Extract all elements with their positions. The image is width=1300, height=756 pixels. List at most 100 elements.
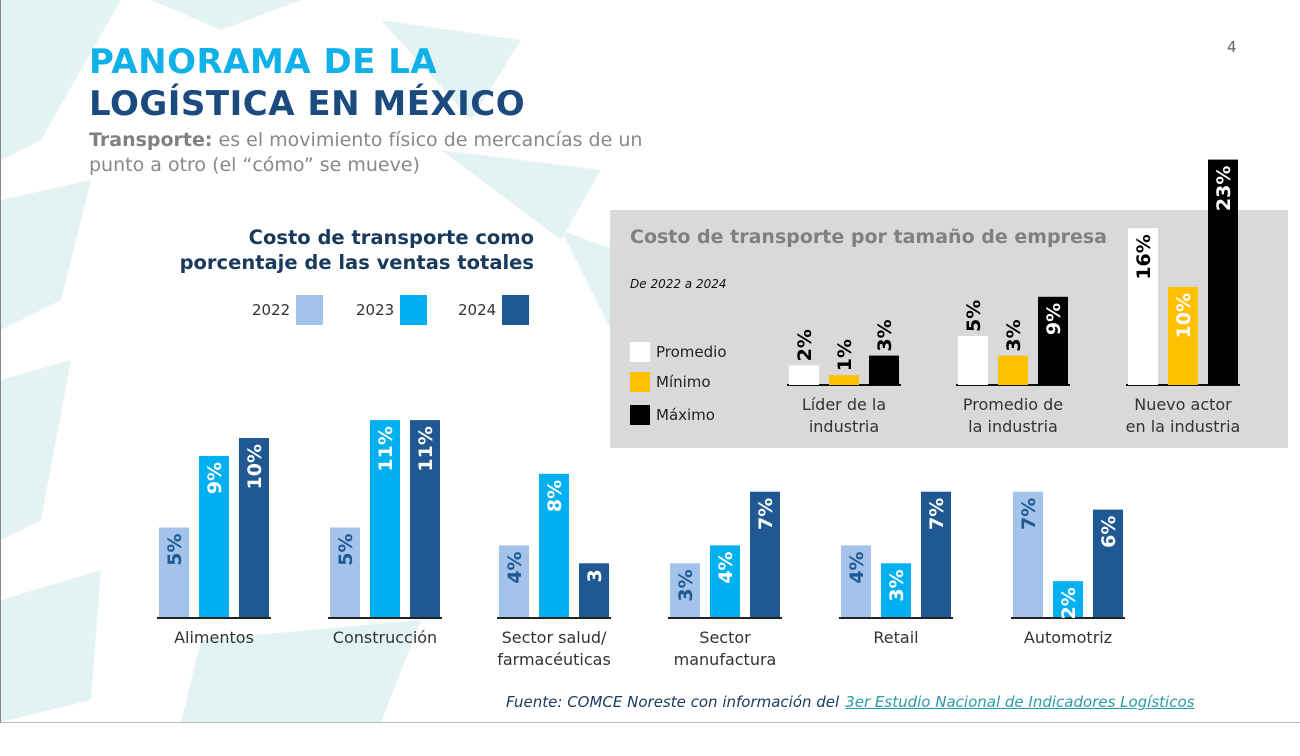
chart2-bar-mínimo [1168,287,1198,385]
chart1-data-label: 7% [755,498,777,530]
legend-swatch-minimo [630,372,650,392]
chart1-data-label: 4% [846,551,868,583]
chart2-bar-promedio [958,336,988,385]
chart2-data-label: 9% [1043,303,1065,335]
background-globe-decoration [1,0,641,722]
chart1-bar-2024 [579,563,609,617]
chart1-data-label: 6% [1098,516,1120,548]
chart1-bar-2022 [159,527,189,617]
chart2-category-label: Líder de la [802,395,886,414]
chart2-bar-máximo [869,355,899,385]
chart2-category-label: industria [809,417,879,436]
chart1-bar-2024 [239,438,269,617]
legend-label: 2023 [356,301,395,319]
page-title-line1: PANORAMA DE LA [89,42,438,82]
chart1-data-label: 5% [164,534,186,566]
legend-swatch-2023 [400,295,428,325]
chart1-legend-2023: 2023 [356,295,428,325]
chart1-title: Costo de transporte como porcentaje de l… [179,226,534,274]
chart1-category-label: Construcción [333,628,437,647]
chart1-bar-2023 [199,455,229,617]
chart2-subtitle: De 2022 a 2024 [630,277,727,291]
legend-label: 2022 [252,301,291,319]
chart1-data-label: 11% [415,426,437,471]
chart1-data-label: 4% [504,551,526,583]
chart2-data-label: 2% [794,329,816,361]
chart1-data-label: 3% [886,569,908,601]
chart2-data-label: 16% [1133,234,1155,279]
charts-canvas: 5% 9% 10% Alimentos 5% 11% 11% Construcción 4% 8%… [157,159,1241,669]
chart1-legend-2022: 2022 [252,295,324,325]
chart1-bar-2022 [330,527,360,617]
chart2-data-label: 10% [1173,293,1195,338]
legend-swatch-maximo [630,405,650,425]
chart1-legend-2024: 2024 [458,295,530,325]
slide: 4 PANORAMA DE LA LOGÍSTICA EN MÉXICO Tra… [0,0,1300,723]
chart1-bar-2022 [670,563,700,617]
chart2-data-label: 5% [963,300,985,332]
chart2-bar-promedio [1128,228,1158,385]
chart1-bar-2024 [750,491,780,617]
chart2-category-label: Nuevo actor [1134,395,1232,414]
chart1-data-label: 5% [335,534,357,566]
chart1-bar-2023 [710,545,740,617]
chart2-data-label: 1% [834,339,856,371]
chart1-category-label: Sector [699,628,751,647]
chart1-data-label: 9% [204,462,226,494]
chart2-legend-promedio: Promedio [630,342,727,362]
legend-label: Máximo [656,406,715,424]
chart1-data-label: 8% [544,480,566,512]
chart1-bar-2024 [1093,509,1123,617]
chart2-bar-máximo [1208,159,1238,385]
page-number: 4 [1227,38,1237,56]
source-link[interactable]: 3er Estudio Nacional de Indicadores Logí… [845,693,1195,711]
chart2-legend-minimo: Mínimo [630,372,711,392]
chart1-category-label: Automotriz [1024,628,1112,647]
chart1-bar-2022 [841,545,871,617]
chart2-title: Costo de transporte por tamaño de empres… [630,226,1108,248]
chart1-category-label: Retail [873,628,918,647]
chart1-data-label: 3 [584,569,606,582]
chart2-data-label: 23% [1213,166,1235,211]
chart1-bar-2022 [1013,491,1043,617]
chart1-category-label: farmacéuticas [497,650,611,669]
chart1-category-label: manufactura [674,650,777,669]
chart2-bar-mínimo [829,375,859,385]
chart1-bar-2023 [370,420,400,617]
chart2-bar-promedio [789,365,819,385]
chart1-bar-2023 [1053,581,1083,617]
chart1-category-label: Alimentos [174,628,254,647]
legend-label: 2024 [458,301,497,319]
chart1-data-label: 7% [926,498,948,530]
chart2-bar-máximo [1038,296,1068,385]
chart1-bar-2024 [410,420,440,617]
chart2-legend-maximo: Máximo [630,405,715,425]
chart1-data-label: 2% [1058,587,1080,619]
legend-label: Promedio [656,343,727,361]
source-note: Fuente: COMCE Noreste con información de… [506,693,1194,711]
chart1-data-label: 3% [675,569,697,601]
page-title-line2: LOGÍSTICA EN MÉXICO [89,84,526,124]
legend-swatch-promedio [630,342,650,362]
chart2-category-label: la industria [968,417,1058,436]
subtitle-definition: es el movimiento físico de mercancías de… [89,129,643,176]
chart1-bar-2022 [499,545,529,617]
subtitle-term: Transporte: [89,129,213,151]
chart1-bar-2024 [921,491,951,617]
chart1-bar-2023 [881,563,911,617]
chart2-data-label: 3% [874,319,896,351]
chart1-data-label: 7% [1018,498,1040,530]
chart2-category-label: en la industria [1126,417,1241,436]
chart2-category-label: Promedio de [963,395,1063,414]
source-prefix: Fuente: COMCE Noreste con información de… [506,693,840,711]
legend-swatch-2022 [296,295,324,325]
chart1-category-label: Sector salud/ [502,628,607,647]
chart1-data-label: 4% [715,551,737,583]
chart1-data-label: 11% [375,426,397,471]
legend-label: Mínimo [656,373,711,391]
legend-swatch-2024 [502,295,530,325]
chart2-bar-mínimo [998,355,1028,385]
page-subtitle: Transporte: es el movimiento físico de m… [89,128,649,178]
chart1-data-label: 10% [244,444,266,489]
chart1-bar-2023 [539,473,569,617]
